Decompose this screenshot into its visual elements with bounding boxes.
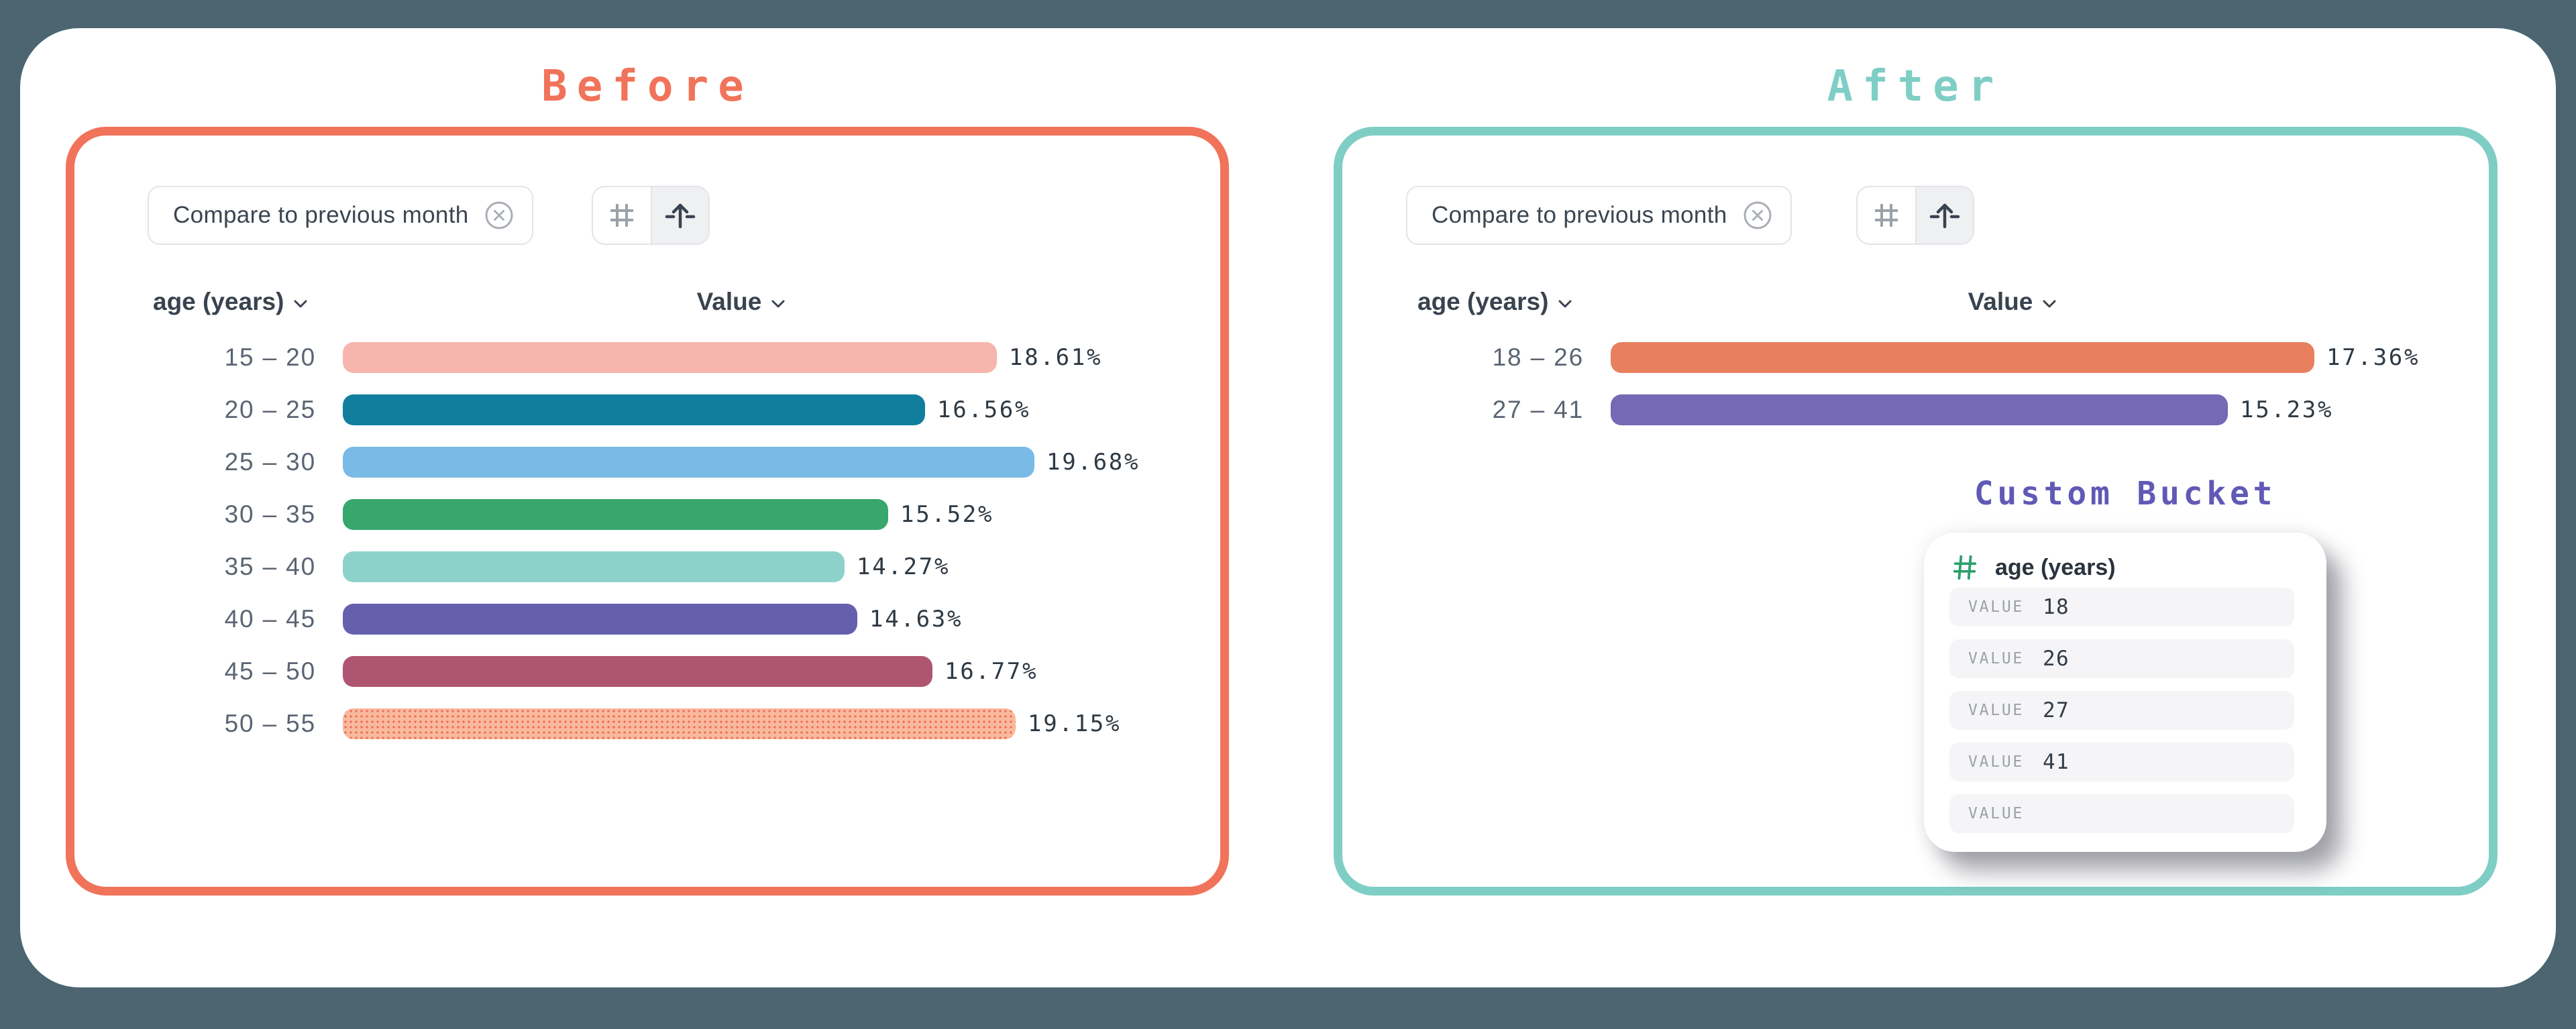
value-bar[interactable] [1611, 342, 2314, 373]
raise-arrow-icon [664, 199, 696, 231]
custom-bucket-title: Custom Bucket [1974, 475, 2277, 512]
chevron-down-icon [293, 299, 308, 309]
bar-chart: 18 – 26 17.36% 27 – 41 15.23% [1342, 331, 2489, 436]
value-label: 19.15% [1028, 710, 1122, 737]
value-bar[interactable] [1611, 394, 2228, 425]
filter-chip[interactable]: Compare to previous month [148, 186, 533, 245]
chevron-down-icon [2042, 299, 2057, 309]
filter-chip-label: Compare to previous month [1432, 202, 1727, 228]
value-label: 19.68% [1046, 449, 1140, 476]
numeric-view-button[interactable] [1858, 187, 1915, 243]
bucket-property-field[interactable]: age (years) [1951, 550, 2116, 585]
bucket-label: 50 – 55 [224, 710, 316, 737]
value-field-label: VALUE [1968, 805, 2025, 822]
value-bar[interactable] [343, 551, 845, 582]
bucket-value-input[interactable]: VALUE 18 [1949, 588, 2294, 627]
value-label: 15.52% [900, 501, 994, 528]
numeric-view-button[interactable] [593, 187, 651, 243]
sort-descending-button[interactable] [1915, 187, 1973, 243]
value-label: 15.23% [2240, 396, 2334, 423]
value-field-value: 27 [2043, 698, 2070, 722]
measure-column-label: Value [1968, 288, 2033, 315]
raise-arrow-icon [1929, 199, 1961, 231]
circle-x-icon[interactable] [484, 200, 515, 231]
value-label: 14.63% [869, 606, 963, 633]
dimension-column-label: age (years) [1417, 288, 1549, 315]
bucket-label: 20 – 25 [224, 396, 316, 423]
value-bar[interactable] [343, 342, 997, 373]
value-label: 14.27% [857, 553, 951, 580]
bucket-value-list: VALUE 18 VALUE 26 VALUE 27 VALUE 41 VALUE [1949, 588, 2294, 833]
value-bar[interactable] [343, 656, 932, 687]
hash-icon [1951, 553, 1979, 582]
bucket-label: 25 – 30 [224, 448, 316, 476]
chevron-down-icon [771, 299, 786, 309]
bucket-value-input[interactable]: VALUE 26 [1949, 639, 2294, 678]
value-bar[interactable] [343, 499, 888, 530]
bucket-value-input[interactable]: VALUE 27 [1949, 691, 2294, 730]
hash-grid-icon [606, 199, 638, 231]
dimension-column-header[interactable]: age (years) [1417, 286, 1572, 318]
chart-row: 45 – 50 16.77% [74, 645, 1220, 698]
chevron-down-icon [1558, 299, 1572, 309]
filter-chip-label: Compare to previous month [173, 202, 469, 228]
hash-grid-icon [1870, 199, 1902, 231]
chart-row: 27 – 41 15.23% [1342, 384, 2489, 436]
chart-row: 18 – 26 17.36% [1342, 331, 2489, 384]
chart-row: 25 – 30 19.68% [74, 436, 1220, 488]
bucket-label: 40 – 45 [224, 605, 316, 633]
sort-descending-button[interactable] [651, 187, 708, 243]
bucket-label: 35 – 40 [224, 553, 316, 580]
value-bar[interactable] [343, 604, 857, 635]
view-toggle-group [592, 186, 710, 245]
value-field-value: 41 [2043, 750, 2070, 774]
bucket-label: 45 – 50 [224, 657, 316, 685]
dimension-column-header[interactable]: age (years) [153, 286, 308, 318]
chart-row: 50 – 55 19.15% [74, 698, 1220, 750]
bucket-label: 30 – 35 [224, 500, 316, 528]
measure-column-header[interactable]: Value [1939, 286, 2086, 318]
filter-chip[interactable]: Compare to previous month [1406, 186, 1792, 245]
value-field-value: 18 [2043, 595, 2070, 619]
measure-column-label: Value [696, 288, 762, 315]
value-field-label: VALUE [1968, 753, 2025, 771]
circle-x-icon[interactable] [1742, 200, 1773, 231]
bucket-label: 18 – 26 [1492, 343, 1584, 371]
bucket-property-name: age (years) [1995, 554, 2116, 580]
after-title: After [1827, 62, 2004, 111]
value-field-value: 26 [2043, 647, 2070, 671]
bucket-value-input[interactable]: VALUE 41 [1949, 743, 2294, 781]
bucket-label: 15 – 20 [224, 343, 316, 371]
value-field-label: VALUE [1968, 702, 2025, 719]
before-panel: Compare to previous month [66, 127, 1229, 896]
value-label: 16.77% [945, 658, 1038, 685]
value-bar[interactable] [343, 708, 1016, 739]
value-bar[interactable] [343, 394, 925, 425]
dimension-column-label: age (years) [153, 288, 284, 315]
value-field-label: VALUE [1968, 598, 2025, 616]
measure-column-header[interactable]: Value [667, 286, 815, 318]
value-label: 18.61% [1009, 344, 1103, 371]
chart-row: 30 – 35 15.52% [74, 488, 1220, 541]
value-field-label: VALUE [1968, 650, 2025, 667]
value-bar[interactable] [343, 447, 1034, 478]
bar-chart: 15 – 20 18.61% 20 – 25 16.56% 25 – 30 19.68% 3… [74, 331, 1220, 750]
custom-bucket-popup: age (years) VALUE 18 VALUE 26 VALUE 27 VALUE 41… [1924, 533, 2326, 852]
bucket-label: 27 – 41 [1492, 396, 1584, 423]
chart-row: 15 – 20 18.61% [74, 331, 1220, 384]
value-label: 16.56% [937, 396, 1031, 423]
bucket-value-input[interactable]: VALUE [1949, 794, 2294, 833]
chart-row: 20 – 25 16.56% [74, 384, 1220, 436]
before-title: Before [541, 62, 753, 111]
value-label: 17.36% [2326, 344, 2420, 371]
chart-row: 35 – 40 14.27% [74, 541, 1220, 593]
chart-row: 40 – 45 14.63% [74, 593, 1220, 645]
after-panel: Compare to previous month [1334, 127, 2498, 896]
view-toggle-group [1856, 186, 1974, 245]
